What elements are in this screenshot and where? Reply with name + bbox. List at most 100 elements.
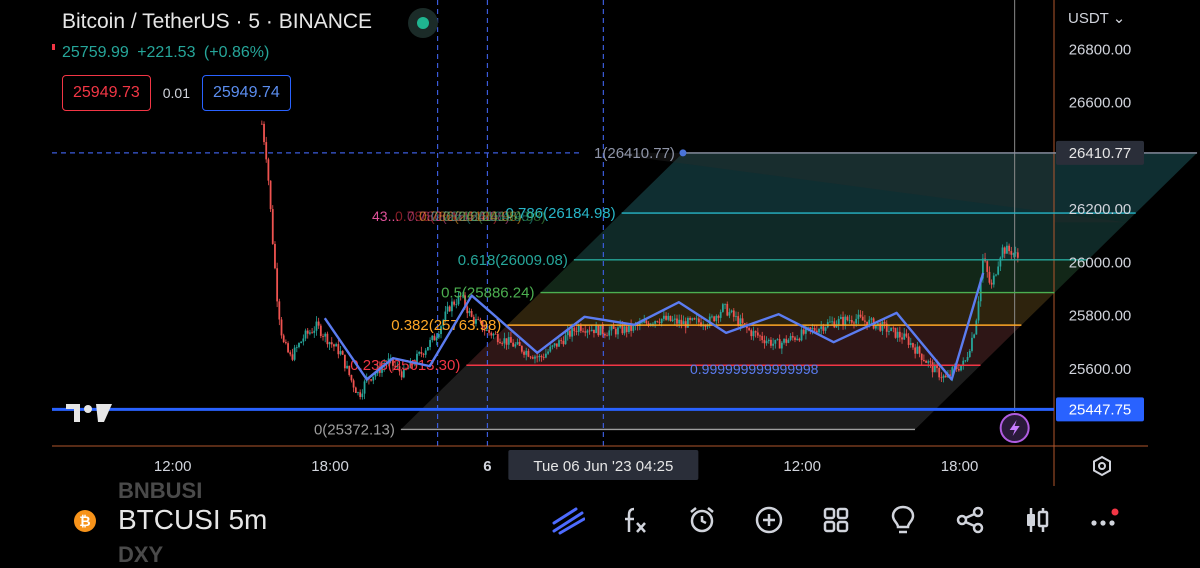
candle — [501, 343, 504, 344]
candle — [1016, 252, 1019, 258]
candle — [298, 343, 300, 348]
candle — [335, 344, 338, 347]
candle — [796, 338, 799, 340]
candle — [599, 325, 602, 336]
ideas-icon[interactable] — [880, 502, 925, 538]
candle — [774, 339, 777, 344]
drawing-tools-icon[interactable] — [545, 502, 590, 538]
candle — [907, 336, 910, 345]
candle — [295, 347, 298, 348]
candle — [660, 318, 663, 323]
currency-selector[interactable]: USDT ⌄ — [1068, 9, 1125, 27]
candle — [470, 310, 473, 317]
indicators-icon[interactable] — [612, 502, 657, 538]
candle — [643, 320, 646, 323]
symbol-selector[interactable]: BTCUSI 5m — [118, 504, 267, 536]
candle — [562, 340, 565, 345]
alert-icon[interactable] — [679, 502, 724, 538]
candle — [492, 333, 495, 336]
candle — [429, 340, 431, 347]
fib-band — [466, 325, 1022, 366]
candle — [341, 351, 344, 355]
candle — [853, 322, 855, 324]
candle — [737, 316, 740, 326]
candle — [1012, 253, 1015, 255]
candle — [569, 330, 571, 337]
chart-canvas[interactable]: 1(26410.77) 0.786(26184.98) 0.618(26009.08… — [0, 0, 1200, 554]
lightning-icon[interactable] — [999, 413, 1030, 443]
candle — [617, 327, 619, 335]
layout-icon[interactable] — [813, 502, 858, 538]
candle — [328, 342, 331, 345]
candle — [732, 310, 735, 317]
candle — [442, 320, 445, 327]
candle — [446, 306, 449, 312]
candle — [1008, 245, 1011, 252]
candle — [920, 353, 923, 360]
candle — [975, 320, 978, 335]
candle — [892, 327, 895, 329]
candle — [451, 301, 453, 312]
candle — [280, 319, 283, 336]
candle — [839, 316, 842, 319]
candle — [520, 345, 523, 352]
price-tick-label: 26200.00 — [1069, 201, 1132, 218]
add-icon[interactable] — [746, 502, 791, 538]
last-price: 25759.99 — [62, 44, 129, 61]
candle — [503, 338, 506, 344]
candle — [857, 314, 860, 319]
candle — [778, 339, 781, 349]
candle — [767, 339, 770, 342]
candle — [1006, 245, 1008, 254]
candle — [813, 328, 816, 331]
candle — [756, 332, 759, 336]
candle — [665, 315, 667, 320]
candle — [783, 338, 785, 343]
candle — [903, 333, 906, 340]
candle — [888, 331, 890, 332]
candle — [416, 353, 418, 364]
candle — [593, 329, 595, 334]
candle — [850, 320, 853, 323]
candle — [483, 330, 486, 331]
lightning-bolt — [1009, 420, 1020, 436]
bid-ask-panel: 25949.73 0.01 25949.74 — [62, 75, 291, 111]
candle — [719, 311, 722, 318]
candle — [960, 365, 962, 371]
zigzag-line[interactable] — [323, 272, 985, 381]
candle — [628, 324, 630, 333]
candle — [475, 319, 477, 324]
candle — [494, 333, 497, 335]
candle — [829, 321, 831, 323]
chart-title[interactable]: Bitcoin / TetherUS · 5 · BINANCE — [62, 10, 373, 33]
fib-anchor-point[interactable] — [679, 149, 687, 157]
candle — [276, 268, 279, 302]
candle — [544, 353, 547, 358]
price-quote: 25759.99 +221.53 (+0.86%) — [62, 44, 273, 62]
candle — [564, 335, 567, 345]
candle — [691, 318, 694, 320]
more-icon[interactable] — [1081, 502, 1126, 538]
share-icon[interactable] — [947, 502, 992, 538]
candle — [625, 326, 628, 333]
buy-button[interactable]: 25949.74 — [201, 75, 291, 111]
candle — [789, 336, 792, 340]
candle — [966, 356, 969, 361]
candle-type-icon[interactable] — [1014, 502, 1059, 538]
market-status-icon[interactable] — [408, 8, 438, 38]
price-tick-label: 26600.00 — [1069, 95, 1132, 112]
candle — [553, 343, 556, 346]
sell-button[interactable]: 25949.73 — [62, 75, 151, 111]
candle — [350, 374, 353, 381]
settings-icon[interactable] — [1093, 455, 1111, 477]
candle — [770, 339, 772, 346]
candle — [573, 327, 576, 332]
candle — [361, 393, 364, 397]
candle — [652, 323, 654, 325]
candle — [656, 321, 659, 322]
time-tick-label: 12:00 — [783, 458, 821, 475]
candle — [621, 325, 624, 334]
interval-label[interactable]: 5m — [228, 504, 268, 535]
candle — [488, 329, 490, 333]
